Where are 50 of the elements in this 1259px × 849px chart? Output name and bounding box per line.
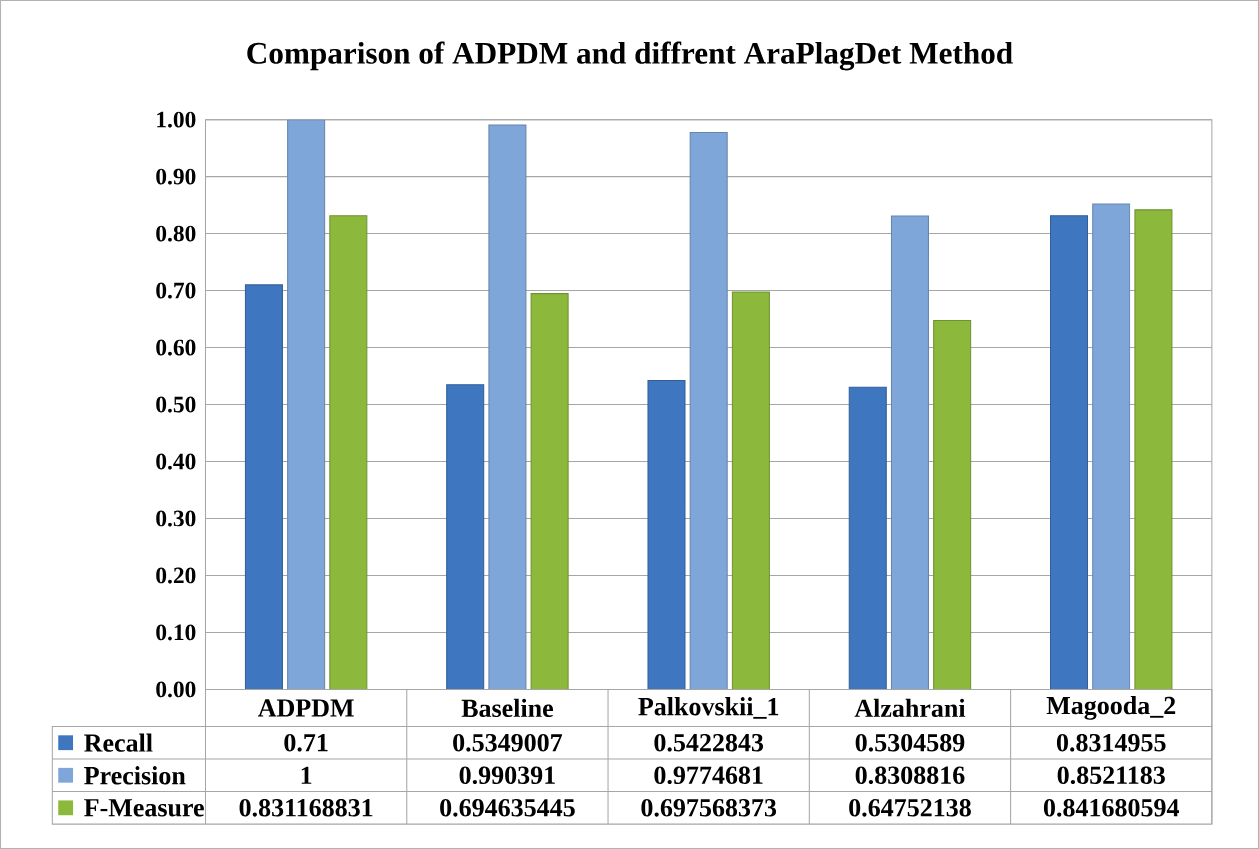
data-label: 0.990391	[459, 766, 555, 785]
data-label: 0.697568373	[641, 798, 777, 817]
x-tick-label: Baseline	[461, 698, 553, 718]
bar	[329, 215, 368, 690]
y-tick-label: 0.40	[156, 453, 196, 470]
y-tick-label: 0.50	[156, 396, 196, 413]
bar	[848, 386, 887, 690]
legend-label: Precision	[84, 766, 186, 785]
data-label: 0.71	[284, 733, 328, 752]
y-tick-label: 0.70	[156, 282, 196, 299]
data-label: 1	[301, 766, 312, 784]
bar	[689, 131, 728, 690]
x-tick-label: ADPDM	[257, 699, 354, 717]
chart-title: Comparison of ADPDM and diffrent AraPlagDet Method	[247, 41, 1013, 71]
bar	[933, 319, 972, 690]
data-label: 0.5304589	[855, 733, 965, 752]
bar	[244, 284, 283, 690]
data-label: 0.8308816	[855, 766, 965, 785]
y-tick-label: 1.00	[157, 111, 196, 128]
y-tick-label: 0.90	[156, 168, 196, 185]
data-label: 0.5422843	[654, 733, 764, 752]
legend-label: Recall	[84, 733, 153, 752]
data-label: 0.9774681	[654, 766, 763, 785]
data-label: 0.5349007	[453, 733, 563, 752]
y-tick-label: 0.20	[156, 567, 196, 584]
data-label: 0.694635445	[440, 798, 575, 817]
bar	[446, 384, 485, 690]
y-tick-label: 0.10	[156, 624, 196, 641]
bar	[1050, 215, 1089, 690]
data-label: 0.64752138	[849, 798, 971, 817]
bar	[890, 215, 929, 690]
x-tick-label: Palkovskii_1	[638, 697, 779, 719]
legend-label: F-Measure	[84, 799, 204, 817]
data-label: 0.8314955	[1056, 733, 1166, 752]
bar	[1134, 209, 1173, 690]
x-tick-label: Alzahrani	[854, 698, 966, 718]
bar	[287, 119, 326, 690]
y-tick-label: 0.60	[156, 339, 196, 356]
bar	[1092, 203, 1131, 690]
data-label: 0.831168831	[239, 798, 373, 817]
y-tick-label: 0.30	[156, 510, 196, 527]
y-tick-label: 0.00	[156, 681, 196, 698]
x-tick-label: Magooda_2	[1046, 696, 1176, 720]
bar	[647, 379, 686, 690]
bar	[530, 293, 569, 690]
data-label: 0.8521183	[1057, 766, 1165, 785]
data-label: 0.841680594	[1043, 798, 1180, 817]
bar	[488, 124, 527, 690]
bar	[731, 291, 770, 690]
y-tick-label: 0.80	[156, 225, 196, 242]
